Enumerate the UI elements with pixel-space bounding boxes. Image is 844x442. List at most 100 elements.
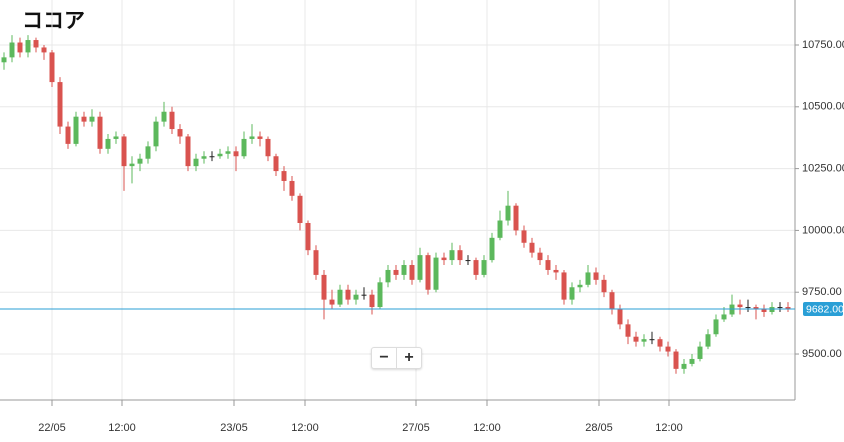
candle-body [529, 242, 535, 253]
candle-body [513, 205, 519, 231]
candle-body [777, 307, 783, 309]
x-tick-label: 12:00 [655, 422, 683, 434]
candle-body [585, 272, 591, 285]
candle-body [321, 274, 327, 300]
candle-body [441, 257, 447, 261]
candle-body [161, 111, 167, 122]
candle-body [193, 158, 199, 167]
candle-body [433, 257, 439, 290]
candle-body [417, 255, 423, 280]
candle-body [337, 289, 343, 305]
zoom-in-button[interactable]: + [396, 348, 421, 368]
candle-body [601, 279, 607, 293]
candle-body [641, 339, 647, 342]
candle-body [489, 237, 495, 261]
candle-body [393, 269, 399, 275]
candle-body [481, 260, 487, 275]
candle-body [673, 351, 679, 369]
x-tick-label: 23/05 [220, 422, 248, 434]
candle-body [9, 42, 15, 58]
candle-body [257, 136, 263, 139]
zoom-controls: − + [371, 347, 422, 369]
y-tick-label: 9750.00 [802, 286, 842, 298]
y-tick-label: 9500.00 [802, 348, 842, 360]
candle-body [153, 121, 159, 147]
x-tick-label: 12:00 [291, 422, 319, 434]
candle-body [265, 138, 271, 157]
candle-body [785, 307, 791, 310]
candle-body [217, 153, 223, 157]
candle-body [649, 339, 655, 341]
candle-body [113, 136, 119, 139]
x-tick-label: 22/05 [38, 422, 66, 434]
y-tick-label: 10250.00 [802, 163, 844, 175]
candle-body [201, 156, 207, 159]
candle-body [569, 287, 575, 300]
candle-body [25, 40, 31, 53]
candle-body [593, 272, 599, 280]
candle-body [625, 324, 631, 337]
candle-body [713, 319, 719, 335]
candle-body [697, 346, 703, 359]
chart-title: ココア [22, 10, 85, 33]
x-tick-label: 28/05 [585, 422, 613, 434]
candle-body [385, 269, 391, 283]
candle-body [121, 136, 127, 167]
candle-body [745, 307, 751, 309]
candle-body [169, 111, 175, 130]
last-price-label: 9682.00 [806, 303, 844, 315]
candle-body [617, 309, 623, 325]
candle-body [345, 289, 351, 300]
candle-body [665, 346, 671, 352]
candle-body [97, 116, 103, 149]
candle-body [297, 195, 303, 223]
candle-body [721, 314, 727, 320]
candle-body [425, 255, 431, 290]
candle-body [89, 116, 95, 122]
candle-body [329, 299, 335, 305]
candle-body [129, 163, 135, 167]
y-tick-label: 10500.00 [802, 101, 844, 113]
candle-body [473, 260, 479, 275]
candle-body [577, 284, 583, 288]
candle-body [409, 265, 415, 280]
candle-body [457, 250, 463, 261]
candle-body [41, 47, 47, 53]
candle-body [73, 116, 79, 144]
candle-body [49, 52, 55, 83]
candle-body [1, 57, 7, 63]
y-tick-label: 10000.00 [802, 224, 844, 236]
candle-body [369, 294, 375, 308]
candle-body [545, 260, 551, 270]
candle-body [17, 42, 23, 53]
candle-body [209, 156, 215, 158]
candle-body [401, 265, 407, 275]
candle-body [561, 272, 567, 300]
candle-body [145, 146, 151, 159]
candle-body [753, 307, 759, 310]
candle-body [225, 151, 231, 154]
candle-body [305, 222, 311, 251]
candle-body [33, 40, 39, 48]
zoom-out-button[interactable]: − [379, 349, 389, 366]
candle-body [273, 156, 279, 172]
candle-body [361, 294, 367, 296]
x-tick-label: 12:00 [108, 422, 136, 434]
x-tick-label: 12:00 [473, 422, 501, 434]
candle-body [705, 334, 711, 347]
candle-body [177, 129, 183, 137]
candle-body [537, 252, 543, 261]
candle-body [249, 136, 255, 139]
candle-body [57, 82, 63, 127]
candle-body [105, 138, 111, 149]
candle-body [377, 282, 383, 308]
candle-body [633, 336, 639, 342]
candle-body [689, 358, 695, 364]
candle-body [137, 158, 143, 164]
candle-body [465, 260, 471, 262]
candle-body [497, 220, 503, 238]
candle-body [81, 116, 87, 122]
candle-body [353, 294, 359, 300]
candle-body [313, 250, 319, 275]
